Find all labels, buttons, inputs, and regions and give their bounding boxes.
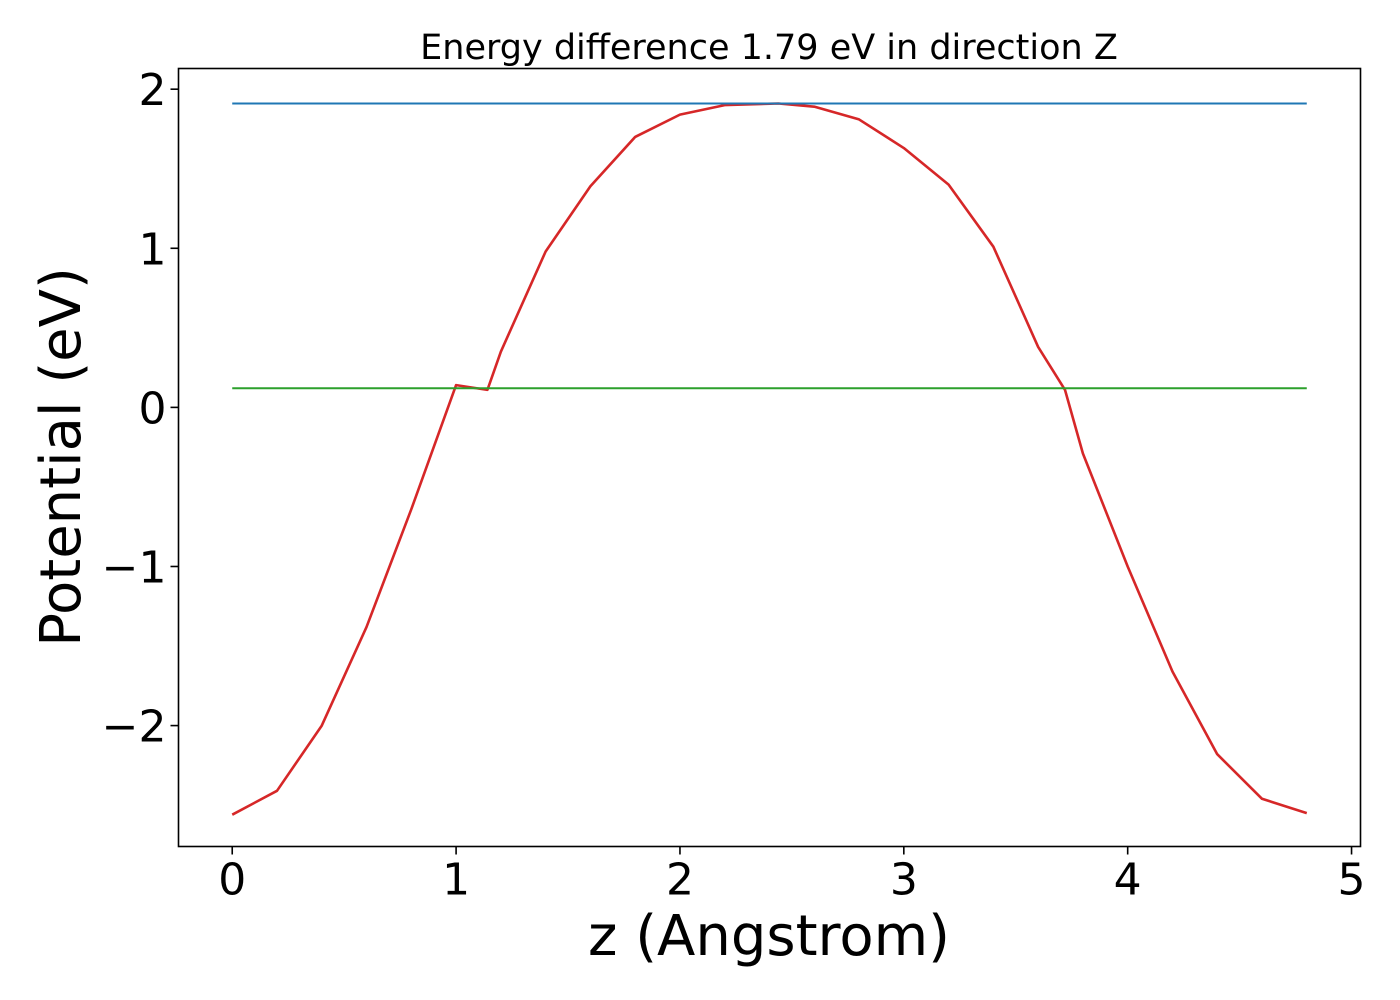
x-tick-label: 1 xyxy=(442,855,470,906)
plot-frame xyxy=(177,67,1362,848)
y-tick-label: −2 xyxy=(102,702,167,753)
x-tick-label: 3 xyxy=(890,855,918,906)
x-tick-label: 2 xyxy=(666,855,694,906)
axis-ticks: 0 1 2 3 4 5 −2 −1 0 1 2 xyxy=(102,65,1366,905)
y-tick-label: −1 xyxy=(102,542,167,593)
y-axis-label: Potential (eV) xyxy=(29,267,94,647)
x-tick-label: 4 xyxy=(1114,855,1142,906)
x-axis-label: z (Angstrom) xyxy=(588,904,950,969)
chart-title: Energy difference 1.79 eV in direction Z xyxy=(420,28,1118,68)
y-tick-label: 1 xyxy=(139,224,167,275)
series-line-1 xyxy=(231,102,1308,816)
y-tick-label: 0 xyxy=(139,383,167,434)
y-tick-label: 2 xyxy=(139,65,167,116)
plot-area xyxy=(231,102,1308,816)
x-tick-label: 5 xyxy=(1338,855,1366,906)
x-tick-label: 0 xyxy=(218,855,246,906)
